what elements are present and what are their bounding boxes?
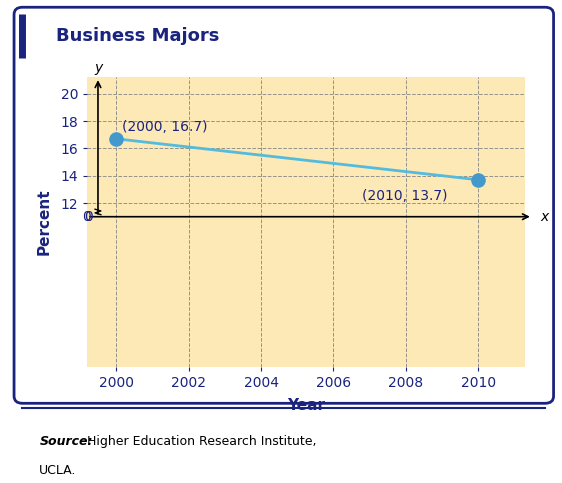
Text: (2010, 13.7): (2010, 13.7) bbox=[362, 189, 448, 203]
Text: 0: 0 bbox=[84, 210, 93, 224]
Y-axis label: Percent: Percent bbox=[37, 189, 52, 256]
Point bbox=[474, 176, 483, 184]
Text: Business Majors: Business Majors bbox=[56, 27, 220, 45]
Text: UCLA.: UCLA. bbox=[39, 464, 77, 477]
Text: Source:: Source: bbox=[39, 435, 93, 448]
Text: 0: 0 bbox=[82, 210, 90, 224]
Text: y: y bbox=[94, 60, 102, 74]
Text: Higher Education Research Institute,: Higher Education Research Institute, bbox=[87, 435, 316, 448]
X-axis label: Year: Year bbox=[287, 398, 325, 413]
Point bbox=[112, 135, 121, 142]
Text: (2000, 16.7): (2000, 16.7) bbox=[121, 120, 207, 134]
Text: x: x bbox=[540, 210, 548, 224]
